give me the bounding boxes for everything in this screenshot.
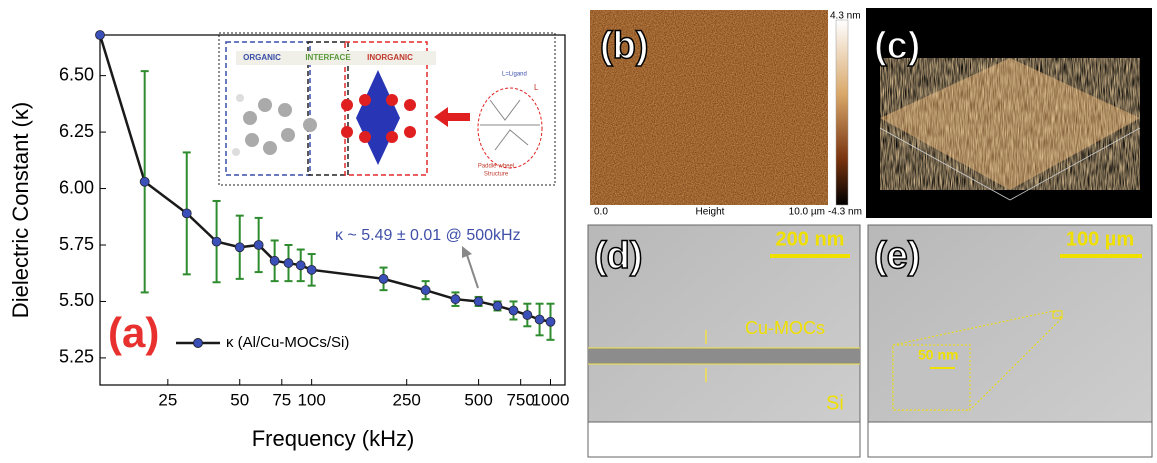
x-axis-title: Frequency (kHz) — [252, 426, 415, 451]
sem-info-bar — [587, 421, 861, 458]
sem-image — [587, 224, 861, 458]
afm-axis-end: 10.0 µm — [789, 207, 825, 218]
afm-axis-start: 0.0 — [594, 207, 608, 218]
afm-texture — [590, 10, 828, 205]
y-tick-label: 5.25 — [59, 347, 94, 367]
annotation-arrow — [465, 251, 479, 289]
y-tick-label: 6.25 — [59, 121, 94, 141]
plot-frame — [99, 34, 566, 386]
zoom-inset — [892, 344, 971, 411]
afm-3d-spikes — [880, 58, 1140, 190]
x-tick-label: 1000 — [532, 390, 570, 409]
data-point — [545, 316, 556, 327]
inset-label: L=Ligand — [502, 72, 527, 78]
data-point — [95, 30, 105, 40]
panel-label: (b) — [600, 25, 649, 67]
y-tick-label: 5.50 — [59, 290, 94, 310]
inset-scale-label: 50 nm — [918, 347, 958, 363]
annotation: κ ~ 5.49 ± 0.01 @ 500kHz — [335, 227, 521, 244]
y-tick-label: 6.50 — [59, 64, 94, 84]
data-point — [283, 258, 294, 268]
sem-info-bar — [867, 421, 1153, 458]
data-point — [234, 242, 245, 253]
data-point — [295, 260, 306, 271]
paddle-wheel-outline — [477, 87, 543, 169]
x-tick-label: 250 — [393, 390, 421, 409]
panel-label: (e) — [874, 235, 920, 277]
legend-label: κ (Al/Cu-MOCs/Si) — [226, 334, 349, 351]
y-axis-title: Dielectric Constant (κ) — [8, 102, 33, 318]
panel-label: (d) — [594, 235, 643, 277]
sem-image — [867, 224, 1153, 458]
afm-axis-label: Height — [696, 207, 725, 218]
data-point — [181, 208, 192, 219]
inset-label: ORGANIC — [243, 53, 281, 62]
inset-box — [225, 41, 311, 176]
inset-arrow — [434, 107, 470, 127]
y-tick-label: 5.75 — [59, 234, 94, 254]
data-point — [534, 314, 545, 325]
inset-label: L — [534, 83, 539, 92]
scale-bar-label: 200 nm — [776, 228, 845, 250]
colorbar-max: 4.3 nm — [830, 11, 861, 22]
data-point — [139, 176, 150, 187]
data-point — [253, 240, 264, 250]
panel-label: (c) — [874, 25, 920, 67]
annotation-arrowhead — [462, 246, 472, 258]
data-point — [420, 285, 431, 296]
x-tick-label: 25 — [158, 390, 177, 409]
inset-header — [236, 51, 436, 65]
x-tick-label: 750 — [506, 390, 534, 409]
inset-label: Paddle-wheel — [478, 164, 514, 170]
colorbar — [835, 19, 849, 206]
data-point — [473, 296, 484, 307]
x-tick-label: 100 — [297, 390, 325, 409]
inset-label: Structure — [484, 172, 509, 178]
afm-3d-axes — [879, 127, 1141, 201]
inset-label: INORGANIC — [367, 53, 413, 62]
data-point — [211, 236, 222, 247]
zoom-source — [1052, 310, 1063, 319]
data-point — [522, 310, 533, 320]
inset-label: INTERFACE — [305, 53, 351, 62]
data-point — [492, 301, 503, 311]
ligand-sketch — [480, 99, 540, 151]
data-point — [306, 264, 317, 275]
data-point — [378, 273, 389, 284]
scale-bar-label: 100 µm — [1066, 228, 1134, 250]
panel-label: (a) — [108, 309, 159, 356]
y-tick-label: 6.00 — [59, 177, 94, 197]
data-point — [450, 294, 461, 305]
layer-label: Cu-MOCs — [745, 318, 825, 338]
substrate-label: Si — [826, 392, 844, 414]
data-point — [269, 255, 280, 266]
x-tick-label: 50 — [230, 390, 249, 409]
x-tick-label: 500 — [464, 390, 492, 409]
legend-marker — [193, 338, 203, 348]
sem-layer — [588, 348, 860, 364]
colorbar-min: -4.3 nm — [828, 207, 862, 218]
oxygen-atoms — [341, 94, 416, 143]
data-point — [508, 305, 519, 316]
molecule — [232, 94, 317, 156]
x-tick-label: 75 — [272, 390, 291, 409]
